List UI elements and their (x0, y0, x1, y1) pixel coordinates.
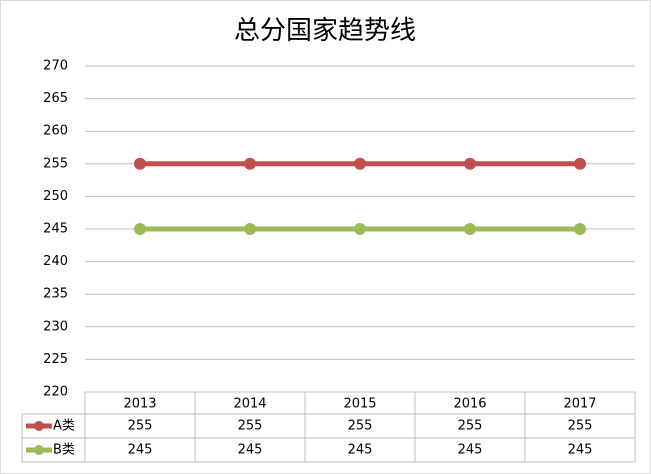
y-tick-label: 250 (43, 189, 68, 204)
legend-label: B类 (53, 443, 75, 458)
y-tick-label: 255 (43, 156, 68, 171)
table-value: 255 (458, 419, 483, 434)
x-tick-label: 2014 (233, 397, 266, 412)
point (244, 223, 256, 235)
point (354, 223, 366, 235)
y-tick-label: 220 (43, 385, 68, 400)
chart-title: 总分国家趋势线 (234, 16, 416, 46)
table-value: 255 (128, 419, 153, 434)
y-tick-label: 245 (43, 222, 68, 237)
table-value: 245 (348, 443, 373, 458)
point (244, 157, 256, 170)
point (464, 223, 476, 235)
table-value: 255 (238, 419, 263, 434)
x-tick-label: 2017 (563, 397, 596, 412)
point (134, 223, 146, 235)
y-tick-label: 260 (43, 124, 68, 139)
y-tick-label: 225 (43, 352, 68, 367)
table-value: 245 (238, 443, 263, 458)
y-tick-label: 240 (43, 254, 68, 269)
point (134, 157, 146, 170)
legend-marker (34, 421, 44, 431)
legend-marker (34, 445, 44, 455)
point (354, 157, 366, 170)
point (464, 157, 476, 170)
table-value: 255 (568, 419, 593, 434)
y-tick-label: 270 (43, 59, 68, 74)
table-value: 245 (128, 443, 153, 458)
x-tick-label: 2015 (343, 397, 376, 412)
point (574, 223, 586, 235)
x-tick-label: 2013 (123, 397, 156, 412)
y-tick-label: 235 (43, 287, 68, 302)
y-tick-label: 230 (43, 319, 68, 334)
point (574, 157, 586, 170)
table-value: 255 (348, 419, 373, 434)
legend-label: A类 (53, 419, 75, 434)
x-tick-label: 2016 (453, 397, 486, 412)
y-tick-label: 265 (43, 91, 68, 106)
table-value: 245 (458, 443, 483, 458)
table-value: 245 (568, 443, 593, 458)
